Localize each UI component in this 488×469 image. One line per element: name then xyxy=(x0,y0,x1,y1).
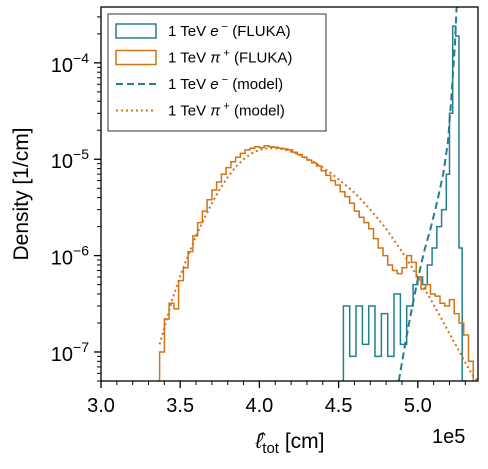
plot-frame xyxy=(100,6,479,382)
x-axis-title-main: ℓ̂ xyxy=(255,430,267,453)
legend-entries: 1 TeV e − (FLUKA) 1 TeV π + (FLUKA) 1 TeV … xyxy=(115,21,292,120)
legend-label-2: 1 TeV e − (model) xyxy=(168,74,283,93)
series-layer xyxy=(158,7,478,381)
series-line-3 xyxy=(158,147,478,381)
legend: 1 TeV e − (FLUKA) 1 TeV π + (FLUKA) 1 TeV … xyxy=(107,13,327,132)
x-tick-label-1: 3.5 xyxy=(166,395,194,417)
y-axis-title: Density [1/cm] xyxy=(10,127,33,260)
x-axis-title-sub: tot xyxy=(262,440,280,457)
legend-label-3: 1 TeV π + (model) xyxy=(168,101,285,120)
x-axis-title: ℓ̂tot [cm] xyxy=(255,430,325,457)
y-tick-label-2: 10−5 xyxy=(51,146,89,173)
x-tick-label-2: 4.0 xyxy=(245,395,273,417)
series-line-0 xyxy=(342,25,466,381)
legend-swatch-1 xyxy=(115,49,157,66)
tick-layer: 3.0 3.5 4.0 4.5 5.0 10−7 10−6 10−5 10−4 xyxy=(51,16,466,417)
series-line-1 xyxy=(158,145,474,381)
x-tick-label-3: 4.5 xyxy=(325,395,353,417)
y-tick-label-0: 10−7 xyxy=(51,339,89,366)
x-tick-label-4: 5.0 xyxy=(404,395,432,417)
x-offset-label: 1e5 xyxy=(432,426,465,448)
legend-box xyxy=(107,13,327,132)
legend-label-1: 1 TeV π + (FLUKA) xyxy=(168,48,292,67)
x-axis-title-unit: [cm] xyxy=(279,430,325,453)
legend-label-0: 1 TeV e − (FLUKA) xyxy=(168,21,291,40)
series-line-2 xyxy=(397,7,459,381)
legend-swatch-0 xyxy=(115,23,157,39)
y-tick-label-3: 10−4 xyxy=(51,50,89,77)
y-tick-label-1: 10−6 xyxy=(51,243,89,270)
x-tick-label-0: 3.0 xyxy=(87,395,115,417)
